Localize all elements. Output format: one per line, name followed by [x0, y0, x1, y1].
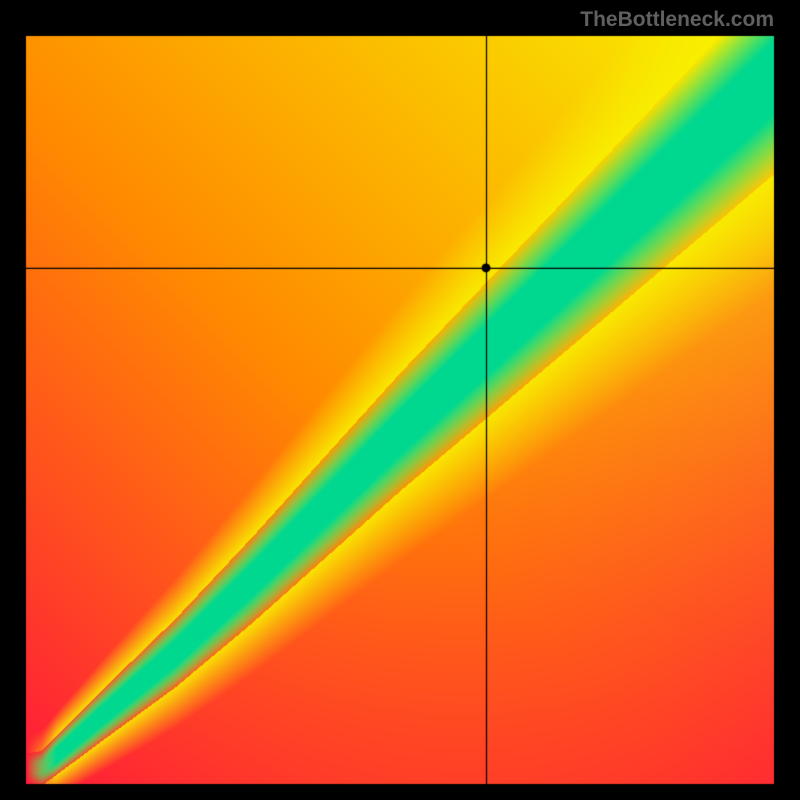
chart-container: TheBottleneck.com — [0, 0, 800, 800]
watermark-text: TheBottleneck.com — [580, 8, 774, 32]
bottleneck-heatmap-canvas — [0, 0, 800, 800]
